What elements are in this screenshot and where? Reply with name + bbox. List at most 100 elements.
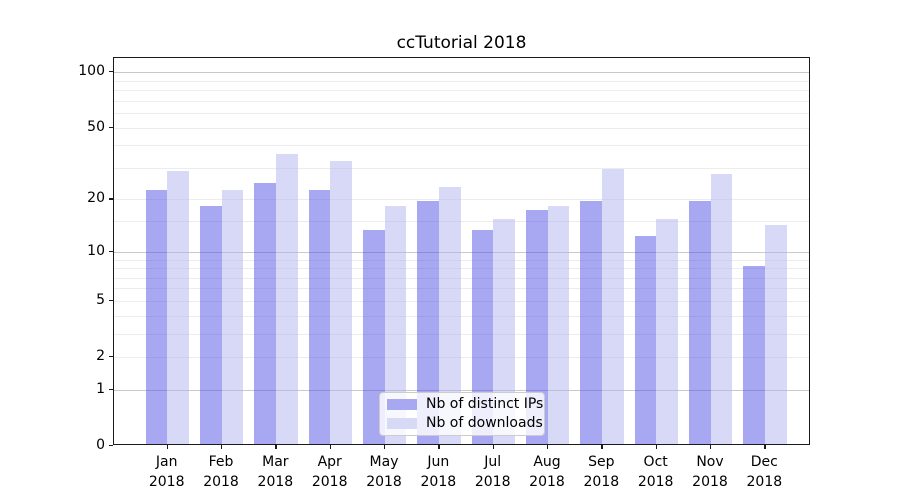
legend-label-distinct-ips: Nb of distinct IPs [426,396,544,412]
y-tick-mark [109,299,113,302]
x-tick-year: 2018 [203,474,239,490]
gridline-minor [114,277,809,279]
x-tick-mark [547,445,549,449]
x-tick-mark [492,445,494,449]
x-tick-month: Jul [484,454,502,470]
x-tick-mark [275,445,277,449]
bar-nb-of-distinct-ips [634,236,657,444]
x-tick-year: 2018 [366,474,402,490]
gridline-minor [114,221,809,223]
bar-nb-of-distinct-ips [471,230,494,444]
bar-nb-of-downloads [330,160,353,444]
gridline-minor [114,315,809,317]
bar-nb-of-downloads [221,190,244,444]
bar-nb-of-distinct-ips [363,230,385,444]
x-tick-label: Dec 2018 [729,452,799,492]
x-tick-label: Apr 2018 [295,452,365,492]
x-tick-year: 2018 [692,474,728,490]
gridline-minor [114,199,809,201]
gridline-minor [114,300,809,302]
x-tick-month: Jun [427,454,450,470]
y-tick-mark [109,198,113,200]
x-tick-month: Apr [317,454,342,470]
legend-item-downloads: Nb of downloads [380,416,544,431]
x-tick-label: Sep 2018 [566,452,636,492]
gridline-minor [114,333,809,335]
x-tick-mark [384,445,386,449]
x-tick-year: 2018 [148,474,185,490]
x-tick-label: Mar 2018 [240,452,310,492]
bar-nb-of-downloads [384,205,407,444]
x-tick-mark [438,445,440,449]
gridline-minor [114,167,809,169]
gridline-minor [114,113,809,115]
bar-nb-of-distinct-ips [743,266,766,444]
bar-nb-of-downloads [547,205,570,444]
x-tick-mark [601,445,603,449]
legend: Nb of distinct IPs Nb of downloads [379,392,545,436]
gridline-major [114,72,809,74]
y-tick-label: 5 [96,291,105,308]
x-tick-label: Jul 2018 [458,452,528,492]
x-tick-year: 2018 [311,474,348,490]
x-tick-year: 2018 [583,474,620,490]
bar-nb-of-distinct-ips [254,183,277,444]
x-tick-label: Oct 2018 [621,452,691,492]
y-tick-mark [109,388,113,391]
x-tick-month: Aug [533,454,561,470]
y-tick-label: 10 [87,242,105,259]
x-tick-year: 2018 [637,474,674,490]
y-tick-mark [109,356,113,358]
gridline-major [114,389,809,391]
x-tick-month: May [369,454,399,470]
x-tick-month: Nov [696,454,724,470]
gridline-minor [114,127,809,129]
x-tick-month: Feb [208,454,234,470]
plot-area [113,57,810,445]
x-tick-year: 2018 [474,474,511,490]
bar-nb-of-downloads [493,219,516,444]
gridline-minor [114,100,809,102]
bar-nb-of-downloads [276,153,298,444]
x-tick-month: Jan [155,454,178,470]
x-tick-label: Jun 2018 [403,452,473,492]
bar-nb-of-distinct-ips [526,209,548,444]
y-tick-mark [109,445,113,447]
y-tick-label: 2 [96,348,105,365]
bar-nb-of-distinct-ips [200,205,222,444]
x-tick-mark [764,445,766,449]
legend-swatch-downloads [387,418,417,429]
bar-nb-of-distinct-ips [145,190,168,444]
y-tick-label: 20 [87,190,105,207]
x-tick-label: Aug 2018 [512,452,582,492]
gridline-minor [114,268,809,270]
bar-nb-of-distinct-ips [417,201,440,444]
legend-label-downloads: Nb of downloads [426,415,543,431]
x-tick-label: Nov 2018 [675,452,745,492]
gridline-minor [114,145,809,147]
x-tick-year: 2018 [257,474,294,490]
legend-swatch-distinct-ips [387,399,417,410]
gridline-minor [114,288,809,290]
bar-nb-of-distinct-ips [308,190,331,444]
y-tick-label: 50 [87,118,105,135]
x-tick-year: 2018 [746,474,783,490]
gridline-major [114,251,809,253]
x-tick-month: Sep [588,454,615,470]
y-tick-mark [109,250,113,253]
y-tick-label: 100 [78,63,105,80]
x-tick-mark [221,445,223,449]
legend-item-distinct-ips: Nb of distinct IPs [380,397,544,412]
bar-nb-of-distinct-ips [689,201,711,444]
x-tick-mark [166,445,168,449]
y-tick-mark [109,71,113,73]
x-tick-mark [329,445,331,449]
x-tick-year: 2018 [420,474,457,490]
y-tick-label: 0 [96,437,105,453]
bar-nb-of-downloads [439,186,461,444]
chart-title: ccTutorial 2018 [396,33,527,53]
x-tick-label: Feb 2018 [186,452,256,492]
gridline-minor [114,357,809,359]
bar-nb-of-downloads [710,174,733,444]
